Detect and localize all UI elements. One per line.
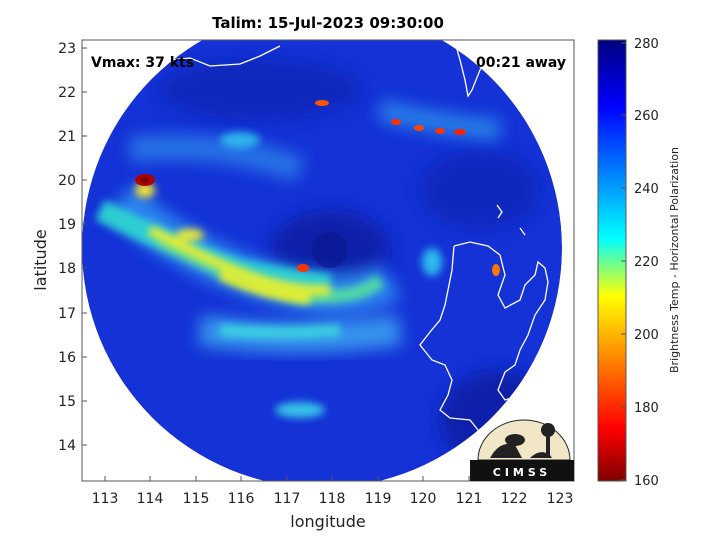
vmax-label: Vmax: 37 kts <box>91 55 194 71</box>
x-tick-label: 122 <box>501 491 528 507</box>
axes-frame <box>81 39 575 482</box>
y-tick-label: 21 <box>58 129 76 145</box>
colorbar-ticks <box>621 42 626 481</box>
plot-title: Talim: 15-Jul-2023 09:30:00 <box>212 14 444 32</box>
colorbar-tick-label: 200 <box>634 328 659 343</box>
y-tick-label: 17 <box>58 306 76 322</box>
y-tick-label: 23 <box>58 41 76 57</box>
coastlines <box>82 41 571 456</box>
x-tick-label: 117 <box>274 491 301 507</box>
colorbar-tick-label: 220 <box>634 255 659 270</box>
colorbar-tick-label: 180 <box>634 401 659 416</box>
y-tick-label: 20 <box>58 173 76 189</box>
x-tick-labels: 113 114 115 116 117 118 119 120 121 122 … <box>92 491 574 507</box>
time-away-label: 00:21 away <box>476 55 566 71</box>
colorbar-tick-label: 280 <box>634 37 659 52</box>
cyclone-eye <box>312 232 348 268</box>
x-tick-label: 116 <box>228 491 255 507</box>
x-tick-label: 113 <box>92 491 119 507</box>
y-tick-labels: 14 15 16 17 18 19 20 21 22 23 <box>58 41 76 454</box>
colorbar-tick-labels: 280 260 240 220 200 180 160 <box>634 37 659 489</box>
colorbar-tick-label: 260 <box>634 109 659 124</box>
colorbar-title: Brightness Temp - Horizontal Polarizatio… <box>668 147 681 373</box>
x-tick-label: 121 <box>456 491 483 507</box>
y-tick-label: 15 <box>58 394 76 410</box>
cimss-logo: CIMSS <box>470 419 574 481</box>
x-tick-label: 118 <box>319 491 346 507</box>
x-tick-label: 119 <box>365 491 392 507</box>
x-tick-label: 115 <box>183 491 210 507</box>
y-tick-label: 18 <box>58 261 76 277</box>
y-axis <box>82 47 87 446</box>
y-tick-label: 19 <box>58 217 76 233</box>
y-tick-label: 22 <box>58 85 76 101</box>
colorbar-tick-label: 240 <box>634 182 659 197</box>
x-tick-label: 120 <box>410 491 437 507</box>
y-tick-label: 16 <box>58 350 76 366</box>
y-axis-title: latitude <box>31 229 50 290</box>
logo-text: CIMSS <box>493 466 551 479</box>
x-tick-label: 123 <box>547 491 574 507</box>
x-axis-title: longitude <box>290 512 365 531</box>
x-tick-label: 114 <box>137 491 164 507</box>
y-tick-label: 14 <box>58 438 76 454</box>
colorbar-tick-label: 160 <box>634 474 659 489</box>
